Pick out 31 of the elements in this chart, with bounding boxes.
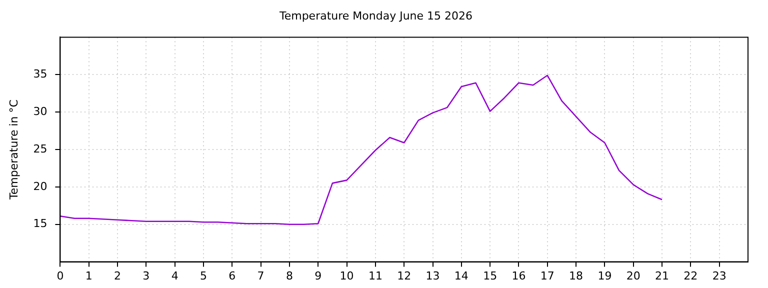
- x-tick-label: 21: [655, 269, 670, 282]
- y-tick-label: 25: [33, 142, 48, 156]
- x-tick-label: 18: [569, 269, 584, 282]
- y-axis-title: Temperature in °C: [7, 99, 20, 200]
- x-tick-label: 0: [56, 269, 64, 282]
- x-tick-label: 13: [426, 269, 440, 282]
- x-tick-label: 12: [397, 269, 412, 282]
- chart-title: Temperature Monday June 15 2026: [278, 9, 473, 22]
- x-tick-label: 16: [512, 269, 526, 282]
- x-tick-label: 3: [142, 269, 150, 282]
- x-tick-label: 17: [540, 269, 554, 282]
- y-tick-label: 20: [33, 180, 48, 193]
- x-tick-label: 6: [228, 269, 236, 282]
- x-tick-label: 8: [286, 269, 293, 282]
- y-tick-label: 15: [33, 217, 48, 230]
- x-tick-label: 7: [257, 269, 264, 282]
- x-tick-label: 20: [626, 269, 640, 282]
- x-tick-label: 4: [171, 269, 178, 282]
- x-tick-label: 9: [314, 269, 322, 282]
- x-tick-label: 1: [85, 269, 92, 282]
- y-tick-label: 30: [33, 104, 48, 118]
- x-tick-label: 10: [340, 269, 354, 282]
- x-tick-label: 14: [454, 269, 468, 282]
- y-tick-label: 35: [33, 67, 48, 80]
- x-tick-label: 19: [598, 269, 612, 282]
- x-tick-label: 15: [483, 269, 498, 282]
- x-tick-label: 2: [114, 269, 122, 282]
- x-tick-label: 11: [368, 269, 382, 282]
- x-tick-label: 23: [712, 269, 726, 282]
- x-tick-label: 5: [200, 269, 207, 282]
- x-tick-label: 22: [684, 269, 698, 282]
